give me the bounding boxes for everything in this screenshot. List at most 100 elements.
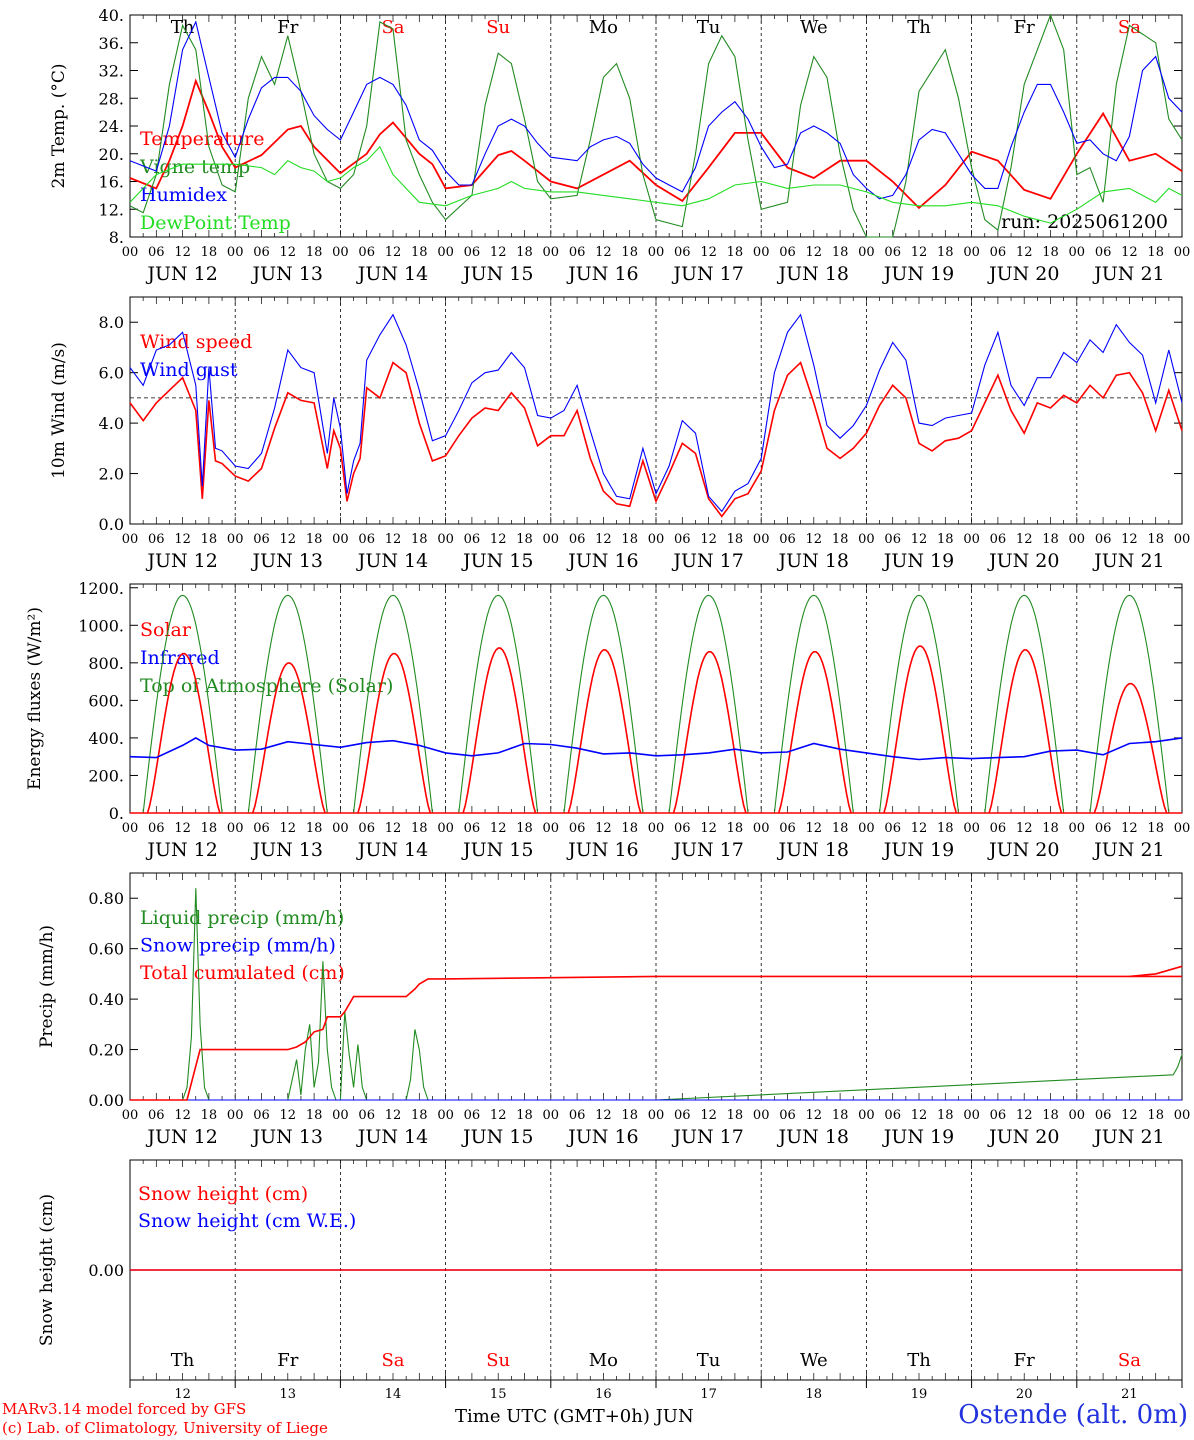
y-tick-label: 6.0	[99, 364, 124, 383]
hour-tick-label: 18	[1042, 532, 1059, 547]
y-tick-label: 16.	[99, 173, 124, 192]
hour-tick-label: 06	[569, 532, 586, 547]
weekday-label: Th	[171, 1350, 195, 1371]
hour-tick-label: 06	[1095, 245, 1112, 260]
date-label: JUN 13	[251, 550, 323, 572]
weekday-label: Tu	[697, 17, 721, 38]
date-label: JUN 14	[356, 550, 428, 572]
hour-tick-label: 12	[1016, 245, 1033, 260]
y-axis-label: Precip (mm/h)	[37, 925, 57, 1048]
y-tick-label: 4.0	[99, 414, 124, 433]
hour-tick-label: 18	[727, 1108, 744, 1123]
series-toa	[458, 594, 539, 814]
hour-tick-label: 18	[516, 1108, 533, 1123]
legend-entry: Vigne temp	[139, 156, 250, 178]
hour-tick-label: 12	[595, 1108, 612, 1123]
series-solar	[357, 652, 432, 814]
date-label: JUN 19	[882, 1126, 954, 1148]
hour-tick-label: 18	[621, 821, 638, 836]
hour-tick-label: 12	[174, 821, 191, 836]
series-toa	[878, 594, 960, 814]
hour-tick-label: 18	[201, 821, 218, 836]
series-wind-speed	[129, 361, 1183, 518]
hour-tick-label: 06	[148, 1108, 165, 1123]
y-tick-label: 0.80	[88, 889, 124, 908]
hour-tick-label: 00	[437, 1108, 454, 1123]
hour-tick-label: 18	[1042, 821, 1059, 836]
y-tick-label: 28.	[99, 89, 124, 108]
day-number-label: 19	[911, 1387, 928, 1402]
legend-entry: Snow height (cm)	[138, 1183, 308, 1205]
hour-tick-label: 12	[174, 532, 191, 547]
day-number-label: 17	[700, 1387, 717, 1402]
date-label: JUN 19	[882, 839, 954, 861]
hour-tick-label: 00	[1174, 821, 1191, 836]
hour-tick-label: 12	[1016, 821, 1033, 836]
weekday-label: Th	[907, 17, 931, 38]
hour-tick-label: 00	[437, 532, 454, 547]
weekday-label: We	[800, 1350, 828, 1371]
weekday-label: Sa	[1118, 1350, 1141, 1371]
hour-tick-label: 12	[700, 821, 717, 836]
legend-entry: Liquid precip (mm/h)	[140, 907, 344, 929]
hour-tick-label: 06	[674, 245, 691, 260]
legend-entry: Wind gust	[140, 359, 238, 381]
hour-tick-label: 00	[1174, 245, 1191, 260]
hour-tick-label: 06	[884, 245, 901, 260]
hour-tick-label: 00	[332, 821, 349, 836]
weekday-label: Th	[171, 17, 195, 38]
hour-tick-label: 06	[253, 1108, 270, 1123]
date-label: JUN 21	[1092, 1126, 1164, 1148]
y-axis-label: 2m Temp. (°C)	[49, 63, 69, 188]
hour-tick-label: 00	[1069, 532, 1086, 547]
legend-entry: Snow precip (mm/h)	[140, 935, 336, 957]
weekday-label: Mo	[589, 17, 618, 38]
series-toa	[247, 594, 328, 814]
hour-tick-label: 06	[358, 821, 375, 836]
series-toa	[984, 594, 1065, 814]
x-axis-title: Time UTC (GMT+0h) JUN	[455, 1406, 694, 1427]
hour-tick-label: 00	[122, 532, 139, 547]
hour-tick-label: 06	[779, 245, 796, 260]
date-label: JUN 17	[671, 550, 743, 572]
hour-tick-label: 06	[358, 1108, 375, 1123]
hour-tick-label: 12	[280, 245, 297, 260]
hour-tick-label: 18	[727, 245, 744, 260]
hour-tick-label: 06	[148, 245, 165, 260]
hour-tick-label: 12	[911, 245, 928, 260]
hour-tick-label: 06	[148, 532, 165, 547]
date-label: JUN 17	[671, 1126, 743, 1148]
weekday-label: Fr	[1014, 17, 1035, 38]
hour-tick-label: 06	[990, 245, 1007, 260]
hour-tick-label: 00	[332, 1108, 349, 1123]
hour-tick-label: 12	[911, 821, 928, 836]
hour-tick-label: 06	[253, 245, 270, 260]
y-axis-label: Snow height (cm)	[37, 1194, 57, 1346]
hour-tick-label: 12	[806, 245, 823, 260]
hour-tick-label: 00	[1069, 821, 1086, 836]
hour-tick-label: 00	[963, 1108, 980, 1123]
hour-tick-label: 06	[1095, 821, 1112, 836]
hour-tick-label: 06	[779, 532, 796, 547]
hour-tick-label: 00	[122, 821, 139, 836]
hour-tick-label: 06	[990, 532, 1007, 547]
series-solar	[672, 650, 747, 814]
hour-tick-label: 12	[911, 532, 928, 547]
hour-tick-label: 00	[858, 245, 875, 260]
hour-tick-label: 12	[280, 1108, 297, 1123]
hour-tick-label: 18	[1042, 245, 1059, 260]
date-label: JUN 18	[777, 839, 849, 861]
y-tick-label: 12.	[99, 200, 124, 219]
series-toa	[563, 594, 644, 814]
hour-tick-label: 06	[569, 1108, 586, 1123]
hour-tick-label: 06	[884, 821, 901, 836]
hour-tick-label: 12	[280, 821, 297, 836]
series-toa	[668, 594, 749, 814]
hour-tick-label: 12	[280, 532, 297, 547]
station-label: Ostende (alt. 0m)	[958, 1400, 1188, 1430]
date-label: JUN 14	[356, 1126, 428, 1148]
hour-tick-label: 06	[1095, 532, 1112, 547]
day-number-label: 12	[174, 1387, 191, 1402]
hour-tick-label: 12	[1121, 532, 1138, 547]
hour-tick-label: 12	[1121, 245, 1138, 260]
